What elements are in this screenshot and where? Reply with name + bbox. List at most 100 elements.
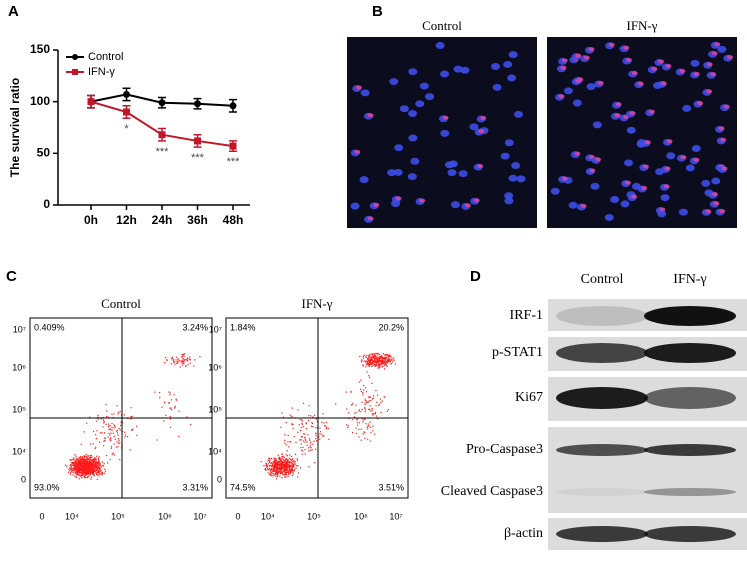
event-dot (85, 474, 87, 476)
event-dot (345, 424, 348, 426)
event-dot (79, 470, 81, 473)
event-dot (97, 461, 99, 463)
event-dot (82, 473, 84, 475)
event-dot (302, 402, 305, 404)
event-dot (284, 474, 286, 476)
event-dot (84, 466, 86, 468)
quadrant-percent: 3.31% (182, 482, 208, 492)
event-dot (70, 471, 72, 474)
event-dot (369, 426, 371, 428)
event-dot (189, 358, 191, 360)
event-dot (76, 468, 78, 470)
event-dot (288, 470, 290, 472)
event-dot (271, 457, 273, 460)
event-dot (92, 467, 94, 469)
event-dot (85, 464, 87, 466)
event-dot (104, 472, 106, 474)
x-tick-label: 10⁶ (354, 511, 368, 521)
event-dot (285, 454, 287, 456)
event-dot (294, 461, 296, 463)
event-dot (279, 458, 281, 461)
event-dot (376, 359, 378, 361)
event-dot (356, 419, 358, 421)
event-dot (372, 414, 374, 416)
cell-stain (713, 201, 720, 206)
event-dot (350, 390, 352, 393)
event-dot (88, 467, 90, 469)
event-dot (94, 470, 97, 472)
event-dot (173, 394, 175, 396)
event-dot (386, 359, 389, 361)
event-dot (376, 401, 378, 403)
event-dot (387, 361, 389, 363)
event-dot (272, 461, 275, 463)
event-dot (189, 356, 191, 358)
event-dot (289, 472, 291, 475)
cell-nucleus (399, 105, 409, 113)
event-dot (347, 425, 349, 427)
event-dot (304, 448, 306, 451)
event-dot (371, 398, 373, 400)
event-dot (383, 360, 385, 362)
event-dot (85, 471, 87, 473)
event-dot (89, 467, 91, 470)
protein-label: Ki67 (515, 390, 543, 405)
event-dot (283, 456, 285, 458)
event-dot (95, 472, 97, 474)
cell-stain (558, 94, 565, 99)
event-dot (119, 429, 121, 431)
event-dot (79, 464, 81, 466)
event-dot (82, 468, 85, 470)
event-dot (90, 476, 93, 478)
event-dot (109, 458, 111, 461)
event-dot (120, 421, 122, 423)
x-tick-label: 10⁵ (307, 511, 321, 521)
event-dot (286, 459, 288, 461)
event-dot (359, 355, 361, 358)
event-dot (356, 418, 358, 420)
event-dot (87, 476, 89, 478)
event-dot (80, 469, 82, 471)
cell-nucleus (717, 45, 727, 53)
quadrant-percent: 1.84% (230, 322, 256, 332)
event-dot (284, 439, 286, 442)
event-dot (102, 419, 104, 421)
cell-stain (367, 113, 374, 118)
cell-nucleus (458, 170, 468, 178)
event-dot (173, 361, 175, 363)
event-dot (90, 464, 92, 466)
event-dot (72, 462, 75, 464)
event-dot (87, 458, 90, 460)
event-dot (98, 475, 100, 477)
event-dot (284, 466, 286, 468)
event-dot (98, 473, 100, 475)
event-dot (394, 363, 397, 365)
quadrant-percent: 0.409% (34, 322, 65, 332)
event-dot (274, 465, 277, 468)
event-dot (364, 409, 367, 411)
event-dot (272, 465, 275, 467)
event-dot (265, 466, 267, 468)
event-dot (277, 461, 279, 464)
event-dot (71, 464, 74, 466)
event-dot (102, 426, 104, 428)
cell-nucleus (503, 60, 513, 68)
event-dot (380, 411, 382, 413)
event-dot (86, 462, 88, 464)
cell-nucleus (389, 78, 399, 86)
event-dot (315, 433, 317, 435)
cell-nucleus (701, 179, 711, 187)
event-dot (370, 410, 372, 412)
event-dot (374, 363, 376, 366)
event-dot (91, 464, 94, 466)
event-dot (360, 379, 362, 381)
event-dot (276, 467, 278, 469)
event-dot (282, 416, 284, 418)
event-dot (328, 438, 330, 440)
event-dot (315, 418, 317, 420)
event-dot (285, 476, 287, 478)
event-dot (91, 471, 94, 473)
event-dot (291, 470, 293, 472)
event-dot (274, 462, 276, 464)
event-dot (91, 459, 93, 462)
